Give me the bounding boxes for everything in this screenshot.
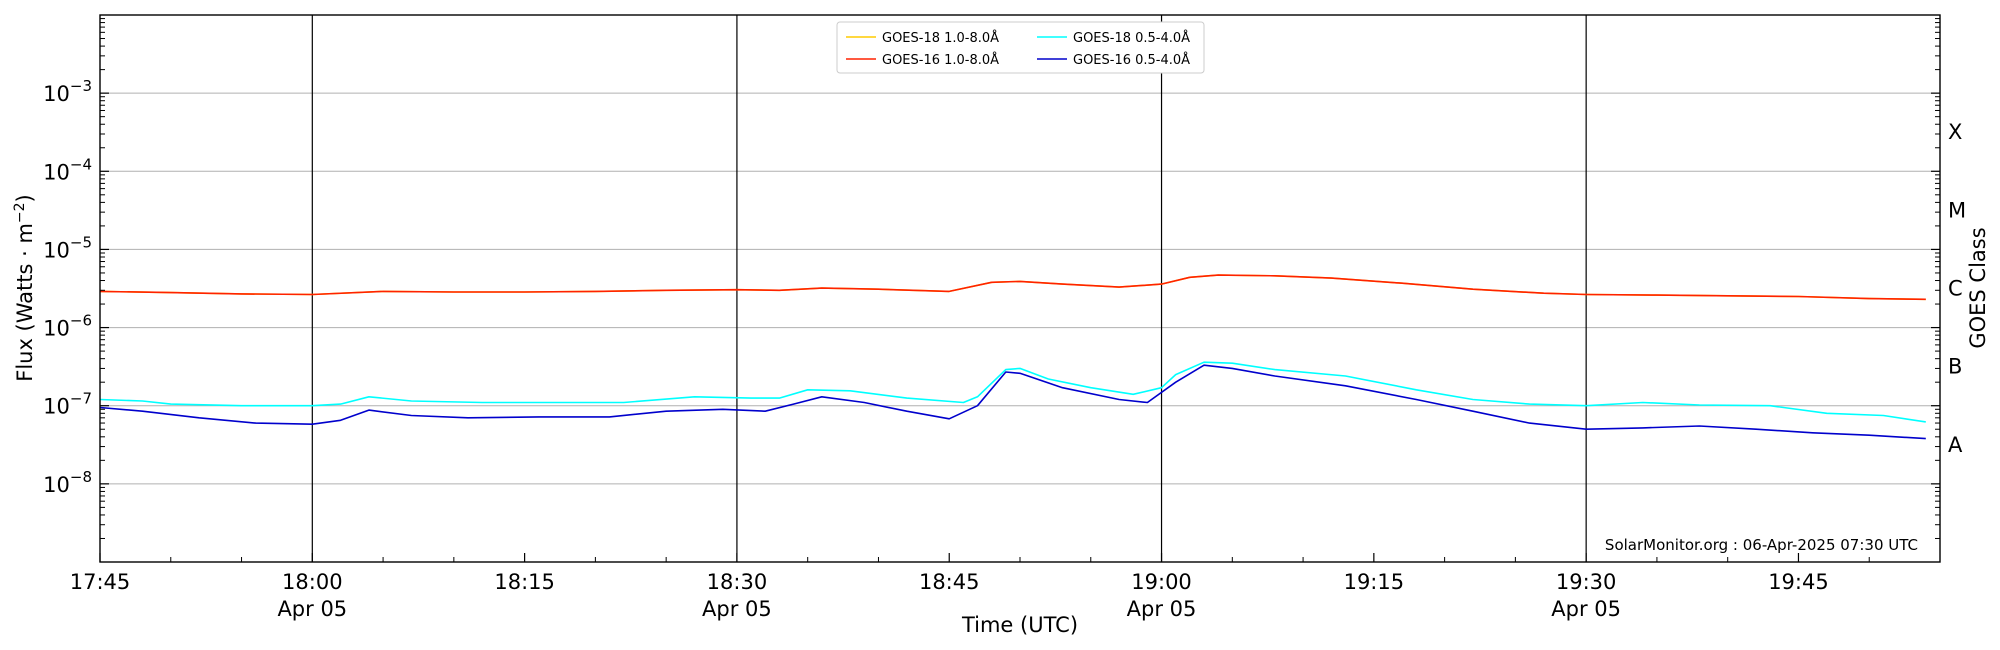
goes-class-label-M: M (1948, 198, 1966, 222)
goes-class-label-A: A (1948, 433, 1963, 457)
series-line-3 (99, 364, 1926, 440)
y-tick-label-5: 10−3 (43, 77, 92, 106)
y-tick-exponent: −8 (70, 468, 92, 486)
y-tick-base: 10 (43, 317, 70, 341)
goes-class-label-X: X (1948, 120, 1962, 144)
x-axis-label: Time (UTC) (961, 613, 1078, 637)
credit-text: SolarMonitor.org : 06-Apr-2025 07:30 UTC (1605, 536, 1918, 554)
legend: GOES-18 1.0-8.0Å GOES-16 1.0-8.0Å GOES-18 … (836, 21, 1205, 74)
y-tick-label-0: 10−8 (43, 468, 92, 497)
y-axis-label-main: Flux (Watts · m (13, 223, 37, 382)
y-axis-label-exponent: −2 (12, 202, 28, 223)
series-lines (99, 274, 1926, 440)
x-tick-label-2: 18:15 (494, 570, 555, 594)
x-tick-date-7: Apr 05 (1551, 597, 1621, 621)
grid-lines (100, 92, 1940, 485)
y-tick-base: 10 (43, 395, 70, 419)
y-tick-label-2: 10−6 (43, 312, 92, 341)
y-tick-base: 10 (43, 238, 70, 262)
x-axis-ticks: 17:45 18:00 Apr 05 18:15 18:30 Apr 05 18:45 19:… (70, 553, 1941, 621)
x-tick-date-1: Apr 05 (277, 597, 347, 621)
y-tick-base: 10 (43, 82, 70, 106)
day-marker-lines (311, 15, 1587, 562)
goes-class-axis-label: GOES Class (1966, 227, 1990, 348)
y-tick-exponent: −5 (70, 233, 92, 251)
y-tick-label-3: 10−5 (43, 233, 92, 262)
x-tick-label-6: 19:15 (1344, 570, 1405, 594)
x-tick-date-3: Apr 05 (702, 597, 772, 621)
goes-class-label-B: B (1948, 355, 1962, 379)
legend-frame (836, 21, 1205, 74)
x-tick-label-1: 18:00 (282, 570, 343, 594)
x-tick-label-8: 19:45 (1768, 570, 1829, 594)
series-line-2 (99, 361, 1926, 423)
y-axis-label-close: ) (13, 194, 37, 202)
y-tick-label-4: 10−4 (43, 155, 92, 184)
x-tick-label-3: 18:30 (707, 570, 768, 594)
goes-class-label-C: C (1948, 277, 1963, 301)
y-tick-exponent: −4 (70, 155, 92, 173)
legend-label-3: GOES-16 0.5-4.0Å (1073, 52, 1190, 68)
x-tick-label-4: 18:45 (919, 570, 980, 594)
plot-background (100, 15, 1940, 562)
legend-label-1: GOES-16 1.0-8.0Å (882, 52, 999, 68)
series-line-1 (99, 274, 1926, 301)
goes-class-labels: A B C M X (1948, 120, 1966, 457)
y-axis-label: Flux (Watts · m−2) (12, 194, 37, 382)
y-tick-label-1: 10−7 (43, 390, 92, 419)
y-tick-exponent: −6 (70, 312, 92, 330)
y-axis-ticks: 10−810−710−610−510−410−3 (43, 18, 1940, 539)
x-tick-date-5: Apr 05 (1127, 597, 1197, 621)
y-tick-exponent: −7 (70, 390, 92, 408)
legend-label-2: GOES-18 0.5-4.0Å (1073, 30, 1190, 46)
x-tick-label-0: 17:45 (70, 570, 131, 594)
y-tick-exponent: −3 (70, 77, 92, 95)
y-tick-base: 10 (43, 160, 70, 184)
x-tick-label-7: 19:30 (1556, 570, 1617, 594)
legend-entries: GOES-18 1.0-8.0Å GOES-16 1.0-8.0Å GOES-18 … (846, 30, 1190, 68)
x-tick-label-5: 19:00 (1131, 570, 1192, 594)
legend-label-0: GOES-18 1.0-8.0Å (882, 30, 999, 46)
y-tick-base: 10 (43, 473, 70, 497)
